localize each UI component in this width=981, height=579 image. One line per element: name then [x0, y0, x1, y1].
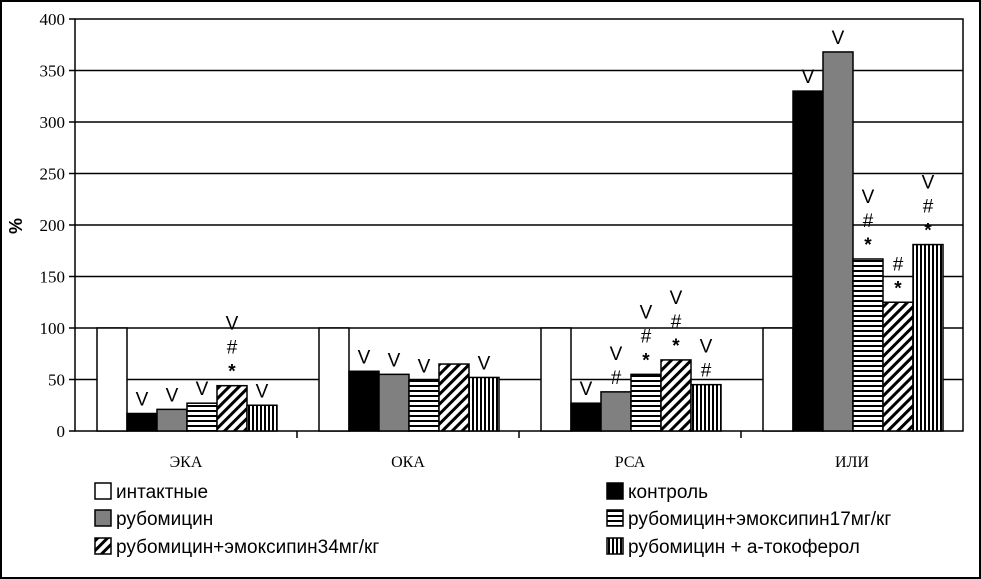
annotation-mark: V	[256, 381, 269, 402]
annotation-mark: V	[166, 385, 179, 406]
annotation-mark: #	[611, 368, 622, 389]
annotation-mark: V	[418, 357, 431, 378]
annotation-mark: *	[672, 336, 680, 357]
annotation-mark: V	[832, 28, 845, 49]
annotation-mark: V	[226, 314, 239, 335]
annotation-mark: V	[640, 302, 653, 323]
annotation-mark: V	[922, 173, 935, 194]
y-tick-label-100: 100	[40, 319, 66, 338]
legend-swatch-4	[606, 509, 624, 527]
legend-swatch-5	[94, 537, 112, 555]
legend: интактные контроль рубомицин рубомицин+эмок…	[94, 482, 891, 558]
bar-3-1	[156, 408, 188, 432]
bar-6-2	[468, 376, 500, 432]
annotation-mark: #	[893, 254, 904, 275]
bar-2-1	[126, 412, 158, 432]
legend-label-4: рубомицин+эмоксипин17мг/кг	[628, 509, 891, 530]
y-tick-label-150: 150	[40, 268, 66, 287]
y-tick-label-0: 0	[57, 422, 66, 441]
bar-1-2	[318, 327, 350, 432]
bar-2-2	[348, 370, 380, 432]
bar-5-3	[660, 359, 692, 432]
bar-6-3	[690, 383, 722, 432]
bars	[96, 51, 944, 432]
annotation-mark: V	[358, 347, 371, 368]
bar-6-1	[246, 404, 278, 432]
annotation-mark: #	[641, 326, 652, 347]
legend-swatch-1	[94, 482, 112, 500]
bar-3-2	[378, 373, 410, 432]
legend-label-2: контроль	[628, 482, 708, 503]
bar-5-2	[438, 363, 470, 432]
bar-5-4	[882, 301, 914, 432]
y-tick-label-250: 250	[40, 165, 66, 184]
bar-3-4	[822, 51, 854, 432]
legend-label-3: рубомицин	[116, 509, 213, 530]
annotation-mark: V	[478, 353, 491, 374]
annotation-mark: V	[196, 379, 209, 400]
legend-swatch-6	[606, 537, 624, 555]
annotation-mark: V	[862, 187, 875, 208]
annotation-mark: #	[923, 197, 934, 218]
y-tick-label-400: 400	[40, 10, 66, 29]
annotation-mark: V	[580, 379, 593, 400]
bar-2-3	[570, 402, 602, 432]
x-category-label-3: РСА	[615, 454, 646, 471]
legend-swatch-3	[94, 509, 112, 527]
bar-1-3	[540, 327, 572, 432]
annotation-mark: #	[671, 312, 682, 333]
bar-4-4	[852, 258, 884, 432]
bar-2-4	[792, 90, 824, 432]
bar-3-3	[600, 391, 632, 432]
annotation-mark: V	[802, 67, 815, 88]
x-category-label-1: ЭКА	[170, 454, 203, 471]
y-axis-label: %	[6, 218, 26, 234]
bar-4-3	[630, 373, 662, 432]
x-category-label-2: ОКА	[391, 454, 425, 471]
bar-4-2	[408, 379, 440, 432]
y-tick-label-200: 200	[40, 216, 66, 235]
bar-6-4	[912, 243, 944, 432]
bar-1-1	[96, 327, 128, 432]
legend-swatch-2	[606, 482, 624, 500]
annotation-mark: V	[388, 350, 401, 371]
annotation-mark: V	[700, 337, 713, 358]
annotation-mark: #	[701, 361, 712, 382]
y-tick-label-300: 300	[40, 113, 66, 132]
bar-1-4	[762, 327, 794, 432]
significance-annotations: V V V*#VVV V V VV#V *#V*#V#VVV*#V*#*#V	[136, 28, 935, 411]
legend-label-5: рубомицин+эмоксипин34мг/кг	[116, 537, 379, 558]
bar-5-1	[216, 384, 248, 432]
annotation-mark: V	[670, 288, 683, 309]
x-axis: ЭКА ОКА РСА ИЛИ	[170, 431, 869, 471]
bar-4-1	[186, 402, 218, 432]
y-tick-label-350: 350	[40, 62, 66, 81]
y-tick-label-50: 50	[48, 371, 65, 390]
annotation-mark: *	[864, 235, 872, 256]
x-category-label-4: ИЛИ	[835, 454, 869, 471]
annotation-mark: V	[136, 389, 149, 410]
annotation-mark: #	[227, 338, 238, 359]
annotation-mark: *	[894, 278, 902, 299]
annotation-mark: *	[642, 350, 650, 371]
legend-label-1: интактные	[116, 482, 208, 503]
legend-label-6: рубомицин + а-токоферол	[628, 537, 860, 558]
annotation-mark: *	[228, 362, 236, 383]
annotation-mark: #	[863, 211, 874, 232]
y-axis: 0 50 100 150 200 250 300 350 400	[40, 10, 75, 441]
annotation-mark: V	[610, 344, 623, 365]
annotation-mark: *	[924, 221, 932, 242]
